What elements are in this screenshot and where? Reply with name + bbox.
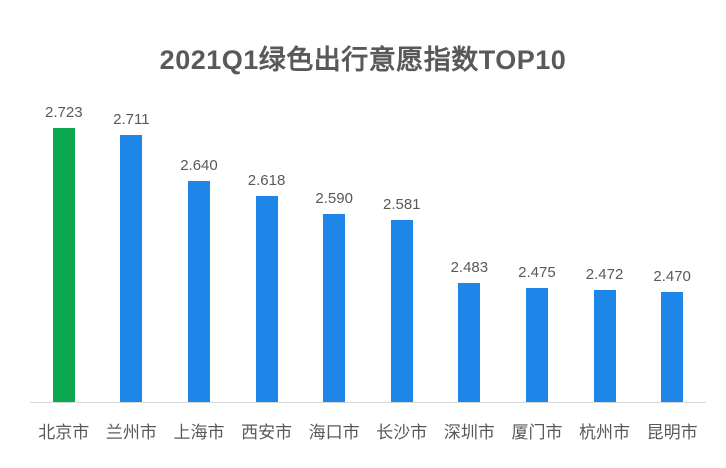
bar: [255, 196, 278, 402]
bar: [52, 128, 75, 402]
bar: [525, 288, 548, 402]
bar-column: 2.618: [233, 172, 301, 402]
bar-value-label: 2.483: [450, 259, 489, 276]
x-axis-line: [30, 402, 706, 403]
bar-column: 2.640: [165, 157, 233, 402]
category-label: 西安市: [241, 423, 293, 442]
bar: [661, 292, 684, 402]
bar-column: 2.590: [300, 190, 368, 402]
category-label: 海口市: [308, 423, 360, 442]
bar-chart: 2.723 2.711 2.640 2.618 2.590 2.581 2.483 2.475…: [30, 104, 706, 443]
bar-column: 2.475: [503, 264, 571, 402]
category-label: 厦门市: [511, 423, 563, 442]
category-label: 深圳市: [443, 423, 495, 442]
bar: [458, 283, 481, 402]
category-label: 杭州市: [579, 423, 631, 442]
category-label: 兰州市: [105, 423, 157, 442]
bar-column: 2.581: [368, 196, 436, 402]
bar-column: 2.470: [638, 268, 706, 402]
bar-value-label: 2.590: [315, 190, 353, 207]
bar-column: 2.711: [98, 111, 166, 402]
bar-value-label: 2.723: [45, 104, 83, 121]
bar-value-label: 2.472: [585, 266, 624, 283]
bar: [187, 181, 210, 402]
category-label: 上海市: [173, 423, 225, 442]
bar: [593, 290, 616, 402]
bar-value-label: 2.618: [247, 172, 286, 189]
bar: [120, 135, 143, 402]
bar-value-label: 2.640: [180, 157, 218, 174]
category-label: 北京市: [38, 423, 90, 442]
bar-column: 2.472: [571, 266, 639, 402]
category-label: 长沙市: [376, 423, 428, 442]
bar: [390, 220, 413, 402]
bar-value-label: 2.475: [518, 264, 556, 281]
plot-area: 2.723 2.711 2.640 2.618 2.590 2.581 2.483 2.475…: [30, 104, 706, 402]
bar-column: 2.483: [436, 259, 504, 402]
category-label: 昆明市: [646, 423, 698, 442]
bar-value-label: 2.581: [382, 196, 421, 213]
bar-value-label: 2.711: [113, 111, 150, 128]
chart-title: 2021Q1绿色出行意愿指数TOP10: [159, 45, 567, 75]
bar-value-label: 2.470: [653, 268, 691, 285]
bar-column: 2.723: [30, 104, 98, 402]
x-axis-labels: 北京市 兰州市 上海市 西安市 海口市 长沙市 深圳市 厦门市 杭州市 昆明市: [30, 403, 706, 443]
bar: [323, 214, 346, 402]
